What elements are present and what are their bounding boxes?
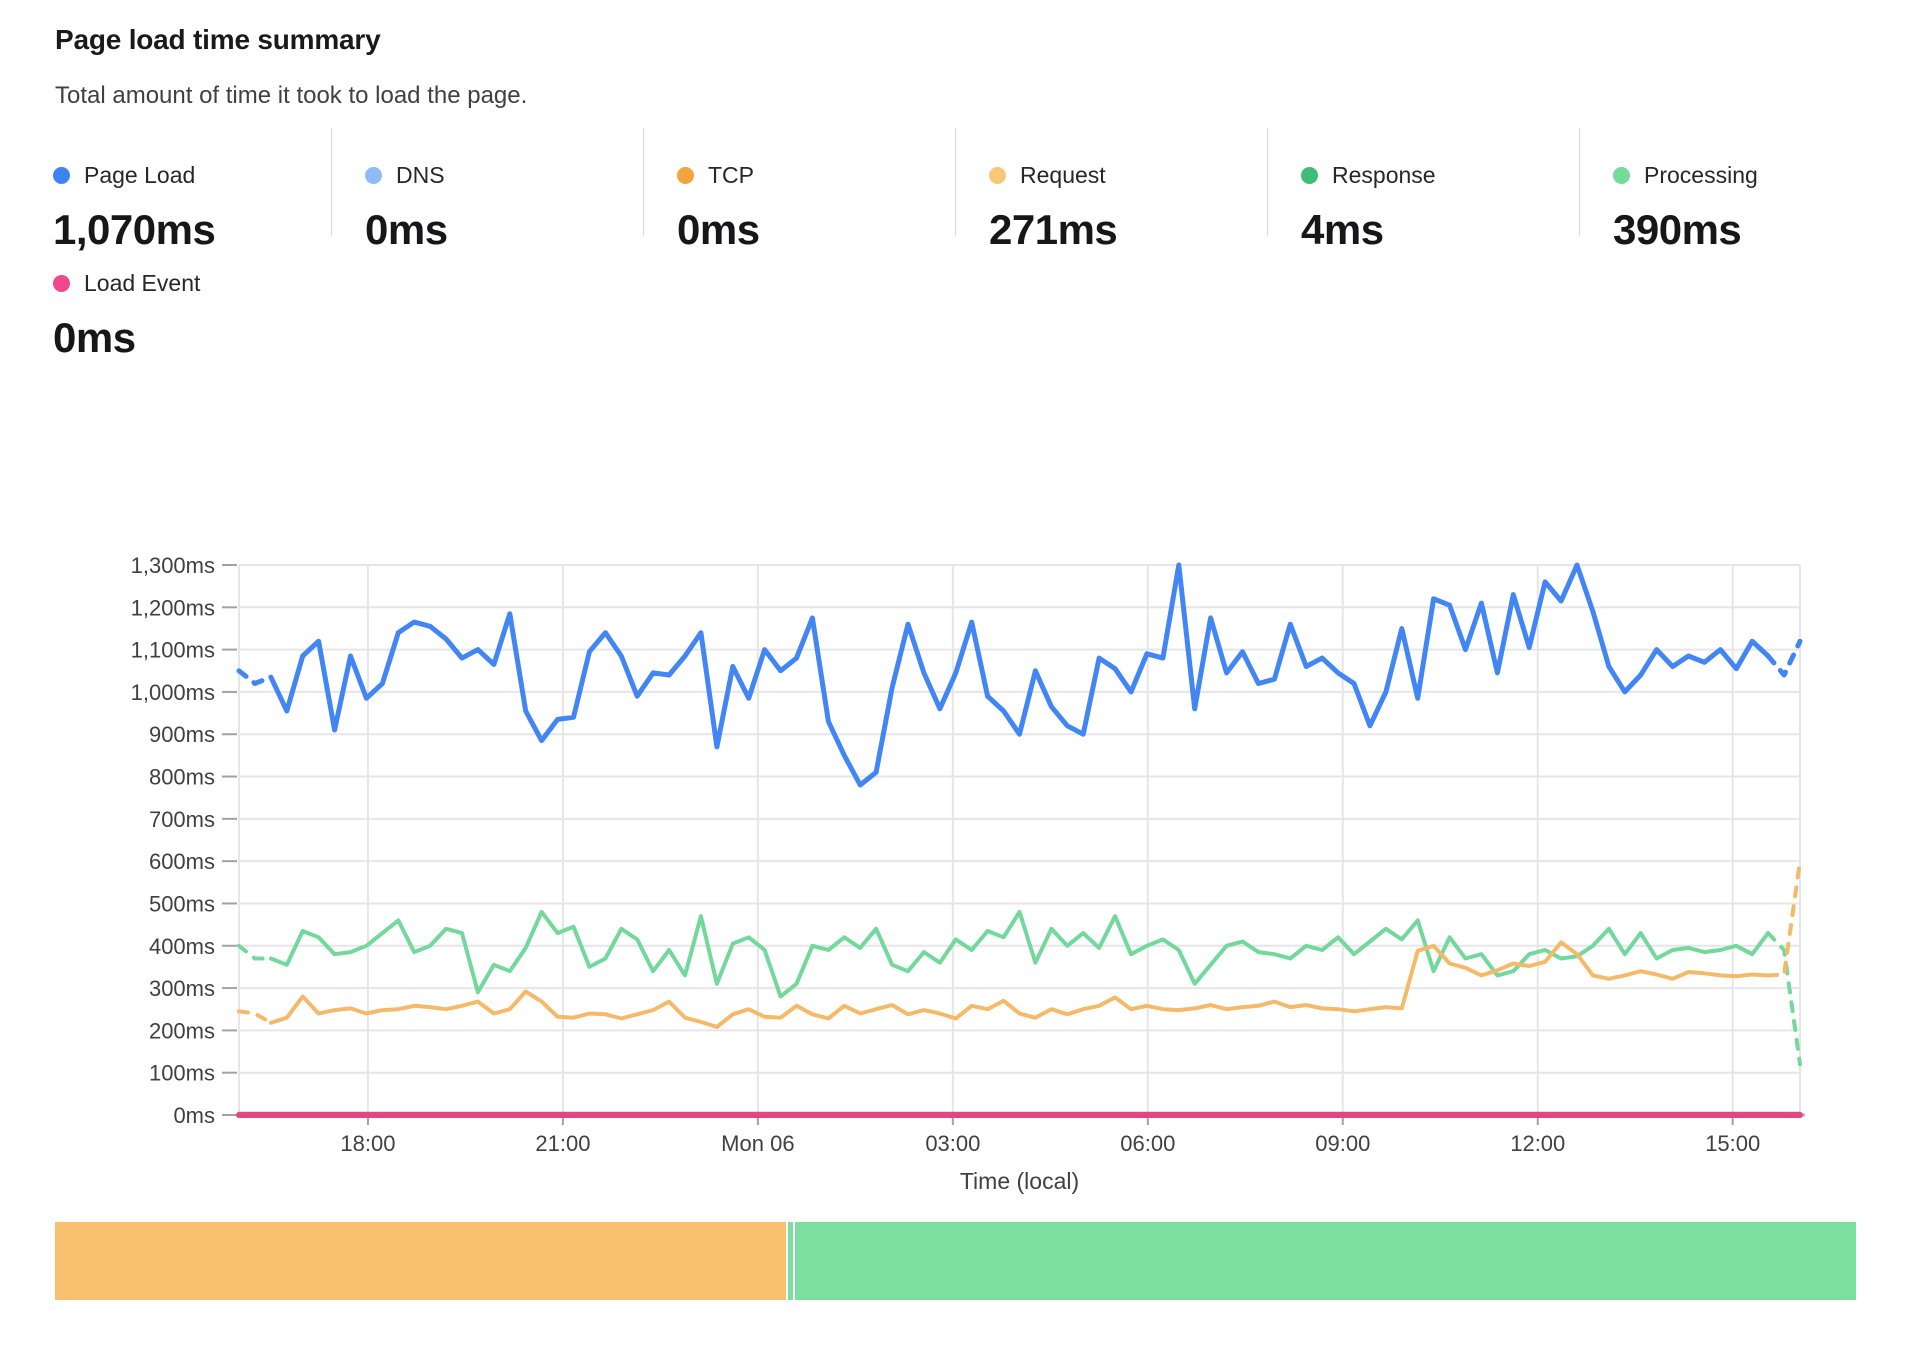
svg-text:09:00: 09:00 [1315,1131,1370,1156]
status-segment-passing[interactable] [794,1222,1857,1300]
stat-divider [1267,128,1268,236]
svg-text:1,100ms: 1,100ms [131,638,215,663]
stat-label: DNS [396,161,445,188]
page-subtitle: Total amount of time it took to load the… [55,82,528,109]
summary-stats-row-2: Load Event 0ms [53,268,365,362]
stat-divider [331,128,332,236]
stat-divider [955,128,956,236]
svg-text:500ms: 500ms [149,891,215,916]
svg-text:600ms: 600ms [149,849,215,874]
svg-text:06:00: 06:00 [1120,1131,1175,1156]
stat-label: Processing [1644,161,1758,188]
stat-label: Page Load [84,161,196,188]
status-segment-passing-sliver[interactable] [787,1222,793,1300]
svg-text:700ms: 700ms [149,807,215,832]
svg-text:1,200ms: 1,200ms [131,595,215,620]
stat-label: Response [1332,161,1436,188]
stat-request: Request 271ms [989,160,1301,254]
stat-value: 0ms [677,206,760,253]
stat-divider [1579,128,1580,236]
stat-load-event: Load Event 0ms [53,268,365,362]
stat-value: 4ms [1301,206,1384,253]
stat-value: 1,070ms [53,206,216,253]
svg-text:21:00: 21:00 [535,1131,590,1156]
stat-value: 0ms [365,206,448,253]
stat-response: Response 4ms [1301,160,1613,254]
stat-value: 271ms [989,206,1118,253]
stat-divider [643,128,644,236]
svg-text:300ms: 300ms [149,976,215,1001]
svg-text:800ms: 800ms [149,765,215,790]
stat-label: Request [1020,161,1106,188]
summary-stats-row: Page Load 1,070ms DNS 0ms TCP 0ms Reques… [53,160,1910,254]
svg-text:400ms: 400ms [149,934,215,959]
svg-text:900ms: 900ms [149,722,215,747]
svg-text:1,300ms: 1,300ms [131,553,215,578]
stat-label: TCP [708,161,754,188]
svg-text:200ms: 200ms [149,1018,215,1043]
svg-text:Time (local): Time (local) [960,1168,1079,1194]
response-legend-dot-icon [1301,166,1318,184]
svg-text:03:00: 03:00 [925,1131,980,1156]
stat-value: 0ms [53,314,136,361]
svg-text:15:00: 15:00 [1705,1131,1760,1156]
page-load-legend-dot-icon [53,166,70,184]
svg-text:0ms: 0ms [173,1103,215,1128]
svg-text:18:00: 18:00 [340,1131,395,1156]
stat-dns: DNS 0ms [365,160,677,254]
stat-page-load: Page Load 1,070ms [53,160,365,254]
stat-tcp: TCP 0ms [677,160,989,254]
svg-text:1,000ms: 1,000ms [131,680,215,705]
dns-legend-dot-icon [365,166,382,184]
processing-legend-dot-icon [1613,166,1630,184]
status-segment-degraded[interactable] [55,1222,786,1300]
status-timeline-bar[interactable] [55,1222,1857,1300]
stat-processing: Processing 390ms [1613,160,1910,254]
page-load-time-chart[interactable]: 0ms 100ms 200ms 300ms 400ms 500ms 600ms 700ms 80… [0,430,1910,1220]
request-legend-dot-icon [989,166,1006,184]
page-title: Page load time summary [55,24,381,55]
load-event-legend-dot-icon [53,274,70,292]
tcp-legend-dot-icon [677,166,694,184]
stat-value: 390ms [1613,206,1742,253]
svg-text:Mon 06: Mon 06 [721,1131,794,1156]
svg-text:12:00: 12:00 [1510,1131,1565,1156]
stat-label: Load Event [84,269,201,296]
latency-line-chart-svg[interactable]: 0ms 100ms 200ms 300ms 400ms 500ms 600ms 700ms 80… [0,430,1910,1220]
svg-text:100ms: 100ms [149,1061,215,1086]
